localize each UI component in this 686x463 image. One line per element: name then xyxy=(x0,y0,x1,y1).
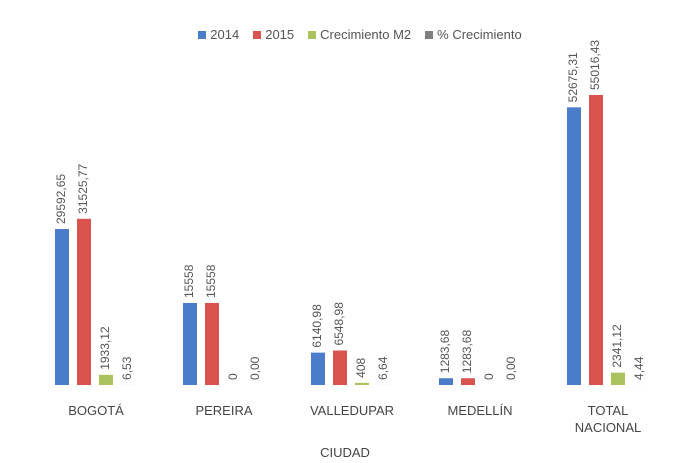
data-label: 15558 xyxy=(182,264,196,298)
data-label: 1283,68 xyxy=(438,330,452,374)
data-label: 6,53 xyxy=(120,356,134,380)
legend-swatch xyxy=(425,30,434,39)
legend-item: 2015 xyxy=(253,27,294,42)
data-label: 4,44 xyxy=(632,356,646,380)
data-label: 6,64 xyxy=(376,356,390,380)
data-label: 0 xyxy=(482,373,496,380)
x-tick-label: TOTAL NACIONAL xyxy=(574,403,642,435)
x-tick-label: PEREIRA xyxy=(195,403,253,418)
x-axis-label: CIUDAD xyxy=(320,445,370,460)
data-label: 15558 xyxy=(204,264,218,298)
x-tick-label: VALLEDUPAR xyxy=(309,403,395,418)
data-label: 6140,98 xyxy=(310,304,324,348)
bar xyxy=(611,372,625,385)
data-label: 55016,43 xyxy=(588,40,602,90)
data-label: 31525,77 xyxy=(76,163,90,213)
data-label: 52675,31 xyxy=(566,52,580,102)
bar xyxy=(55,229,69,385)
legend-label: 2014 xyxy=(210,27,240,42)
bar xyxy=(311,352,325,385)
bar xyxy=(183,302,197,385)
bar xyxy=(99,374,113,385)
legend-item: 2014 xyxy=(198,27,239,42)
x-tick-label: MEDELLÍN xyxy=(447,403,513,418)
x-tick-label: BOGOTÁ xyxy=(68,403,124,418)
data-label: 0 xyxy=(226,373,240,380)
legend-label: % Crecimiento xyxy=(437,27,522,42)
data-label: 0,00 xyxy=(504,356,518,380)
data-label: 1933,12 xyxy=(98,326,112,370)
legend: 2014 2015 Crecimiento M2 % Crecimiento xyxy=(140,27,580,42)
bar xyxy=(567,107,581,386)
data-label: 408 xyxy=(354,358,368,378)
bar xyxy=(439,378,453,385)
legend-swatch xyxy=(253,30,262,39)
data-label: 2341,12 xyxy=(610,324,624,368)
bar xyxy=(333,350,347,385)
bar xyxy=(461,378,475,385)
legend-item: % Crecimiento xyxy=(425,27,522,42)
legend-swatch xyxy=(308,30,317,39)
bar xyxy=(589,95,603,385)
legend-label: Crecimiento M2 xyxy=(320,27,412,42)
legend-item: Crecimiento M2 xyxy=(308,27,411,42)
legend-label: 2015 xyxy=(265,27,295,42)
bar xyxy=(355,382,369,385)
data-label: 6548,98 xyxy=(332,302,346,346)
legend-swatch xyxy=(198,30,207,39)
data-label: 29592,65 xyxy=(54,174,68,224)
bar xyxy=(205,302,219,385)
data-label: 0,00 xyxy=(248,356,262,380)
bar xyxy=(77,218,91,385)
data-label: 1283,68 xyxy=(460,330,474,374)
